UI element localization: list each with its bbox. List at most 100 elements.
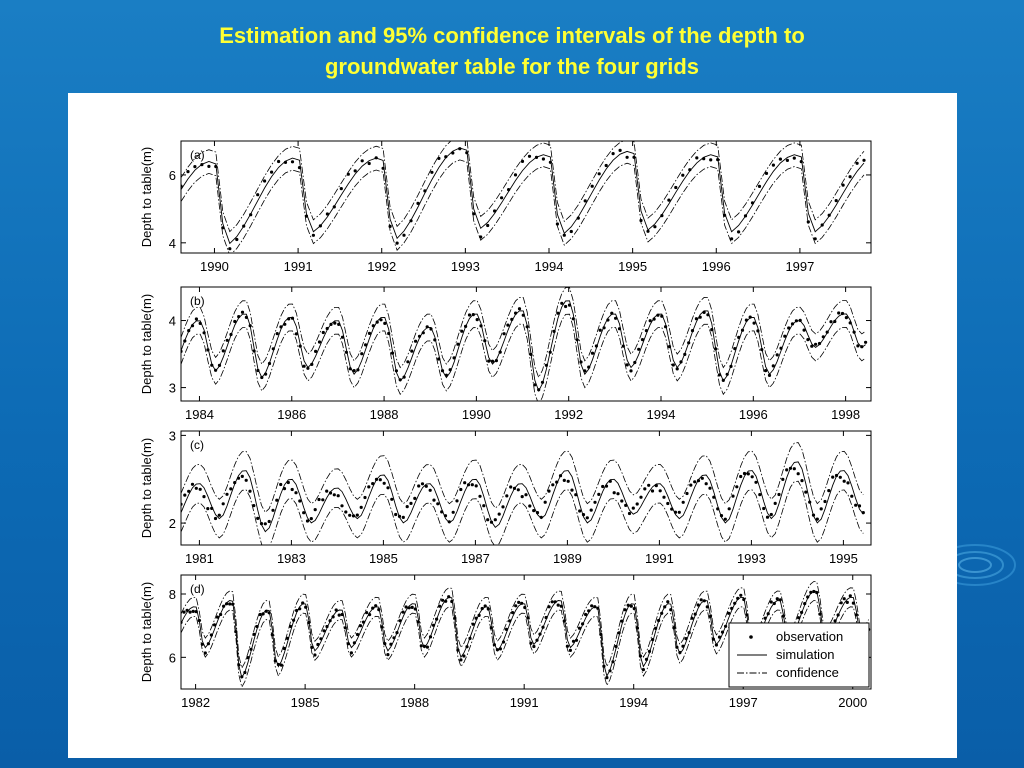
y-axis-label: Depth to table(m) [139, 582, 154, 682]
observation-point [332, 205, 336, 209]
observation-point [714, 643, 719, 647]
observation-point [750, 201, 755, 205]
observation-point [700, 476, 704, 480]
observation-point [593, 605, 597, 609]
observation-point [814, 342, 818, 346]
observation-point [222, 604, 226, 608]
observation-point [777, 492, 781, 497]
observation-point [305, 519, 310, 523]
observation-point [364, 343, 368, 347]
observation-point [240, 310, 245, 314]
observation-point [390, 351, 395, 355]
observation-point [695, 156, 699, 160]
observation-point [689, 483, 693, 487]
observation-point [508, 619, 512, 623]
observation-point [555, 480, 559, 484]
observation-point [611, 660, 615, 664]
observation-point [498, 350, 502, 354]
observation-point [731, 494, 735, 498]
observation-point [681, 173, 685, 177]
observation-point [688, 168, 692, 172]
observation-point [494, 359, 498, 363]
observation-point [637, 347, 641, 351]
observation-point [313, 508, 317, 512]
observation-point [398, 619, 402, 623]
observation-point [374, 604, 378, 608]
observation-point [328, 619, 332, 623]
observation-point [394, 512, 398, 517]
observation-point [200, 642, 204, 646]
observation-point [249, 647, 253, 651]
observation-point [803, 602, 807, 606]
observation-point [605, 676, 609, 680]
observation-point [202, 331, 206, 335]
observation-point [340, 335, 345, 339]
observation-point [714, 347, 718, 351]
observation-point [841, 183, 845, 187]
observation-point [233, 481, 237, 485]
observation-point [182, 610, 186, 614]
observation-point [579, 360, 583, 364]
observation-point [438, 604, 442, 608]
observation-point [540, 380, 545, 384]
observation-point [297, 166, 302, 170]
observation-point [378, 478, 382, 482]
observation-point [234, 630, 238, 634]
observation-point [568, 648, 572, 653]
observation-point [743, 214, 748, 218]
observation-point [764, 171, 769, 175]
observation-point [318, 224, 322, 228]
observation-point [360, 352, 364, 356]
legend-observation-label: observation [776, 629, 843, 644]
observation-point [467, 313, 472, 317]
observation-point [702, 310, 706, 314]
observation-point [778, 598, 782, 602]
observation-point [681, 500, 685, 504]
axes-frame-b [180, 286, 872, 402]
observation-point [383, 321, 387, 325]
observation-point [857, 504, 862, 508]
observation-point [833, 619, 837, 623]
observation-point [429, 327, 433, 331]
x-tick-label: 1981 [185, 551, 214, 566]
observation-point [555, 222, 559, 226]
observation-point [775, 353, 779, 357]
observation-point [567, 303, 572, 307]
observation-point [279, 482, 283, 487]
observation-point [717, 373, 722, 377]
observation-point [322, 629, 326, 633]
observation-point [724, 624, 728, 628]
observation-point [428, 488, 432, 492]
observation-point [248, 324, 252, 328]
observation-point [831, 475, 835, 479]
observation-point [424, 484, 428, 488]
observation-point [352, 641, 356, 645]
observation-point [186, 170, 190, 174]
observation-point [440, 369, 445, 373]
observation-point [792, 467, 796, 471]
observation-point [562, 619, 566, 623]
observation-point [501, 640, 506, 644]
observation-point [214, 164, 218, 169]
observation-point [806, 338, 810, 342]
observation-point [704, 482, 708, 486]
y-tick-label: 4 [169, 314, 176, 329]
observation-point [402, 233, 406, 237]
observation-point [225, 338, 229, 342]
observation-point [430, 170, 434, 174]
observation-point [765, 515, 770, 519]
observation-point [529, 641, 533, 645]
observation-point [394, 369, 398, 373]
observation-point [667, 345, 672, 349]
observation-point [612, 491, 616, 495]
observation-point [409, 219, 413, 223]
observation-point [283, 322, 287, 326]
observation-point [702, 157, 706, 161]
observation-point [213, 516, 218, 521]
observation-point [465, 645, 469, 649]
observation-point [656, 313, 660, 317]
observation-point [375, 320, 379, 324]
observation-point [392, 636, 396, 640]
observation-point [696, 479, 701, 483]
observation-point [256, 516, 260, 520]
